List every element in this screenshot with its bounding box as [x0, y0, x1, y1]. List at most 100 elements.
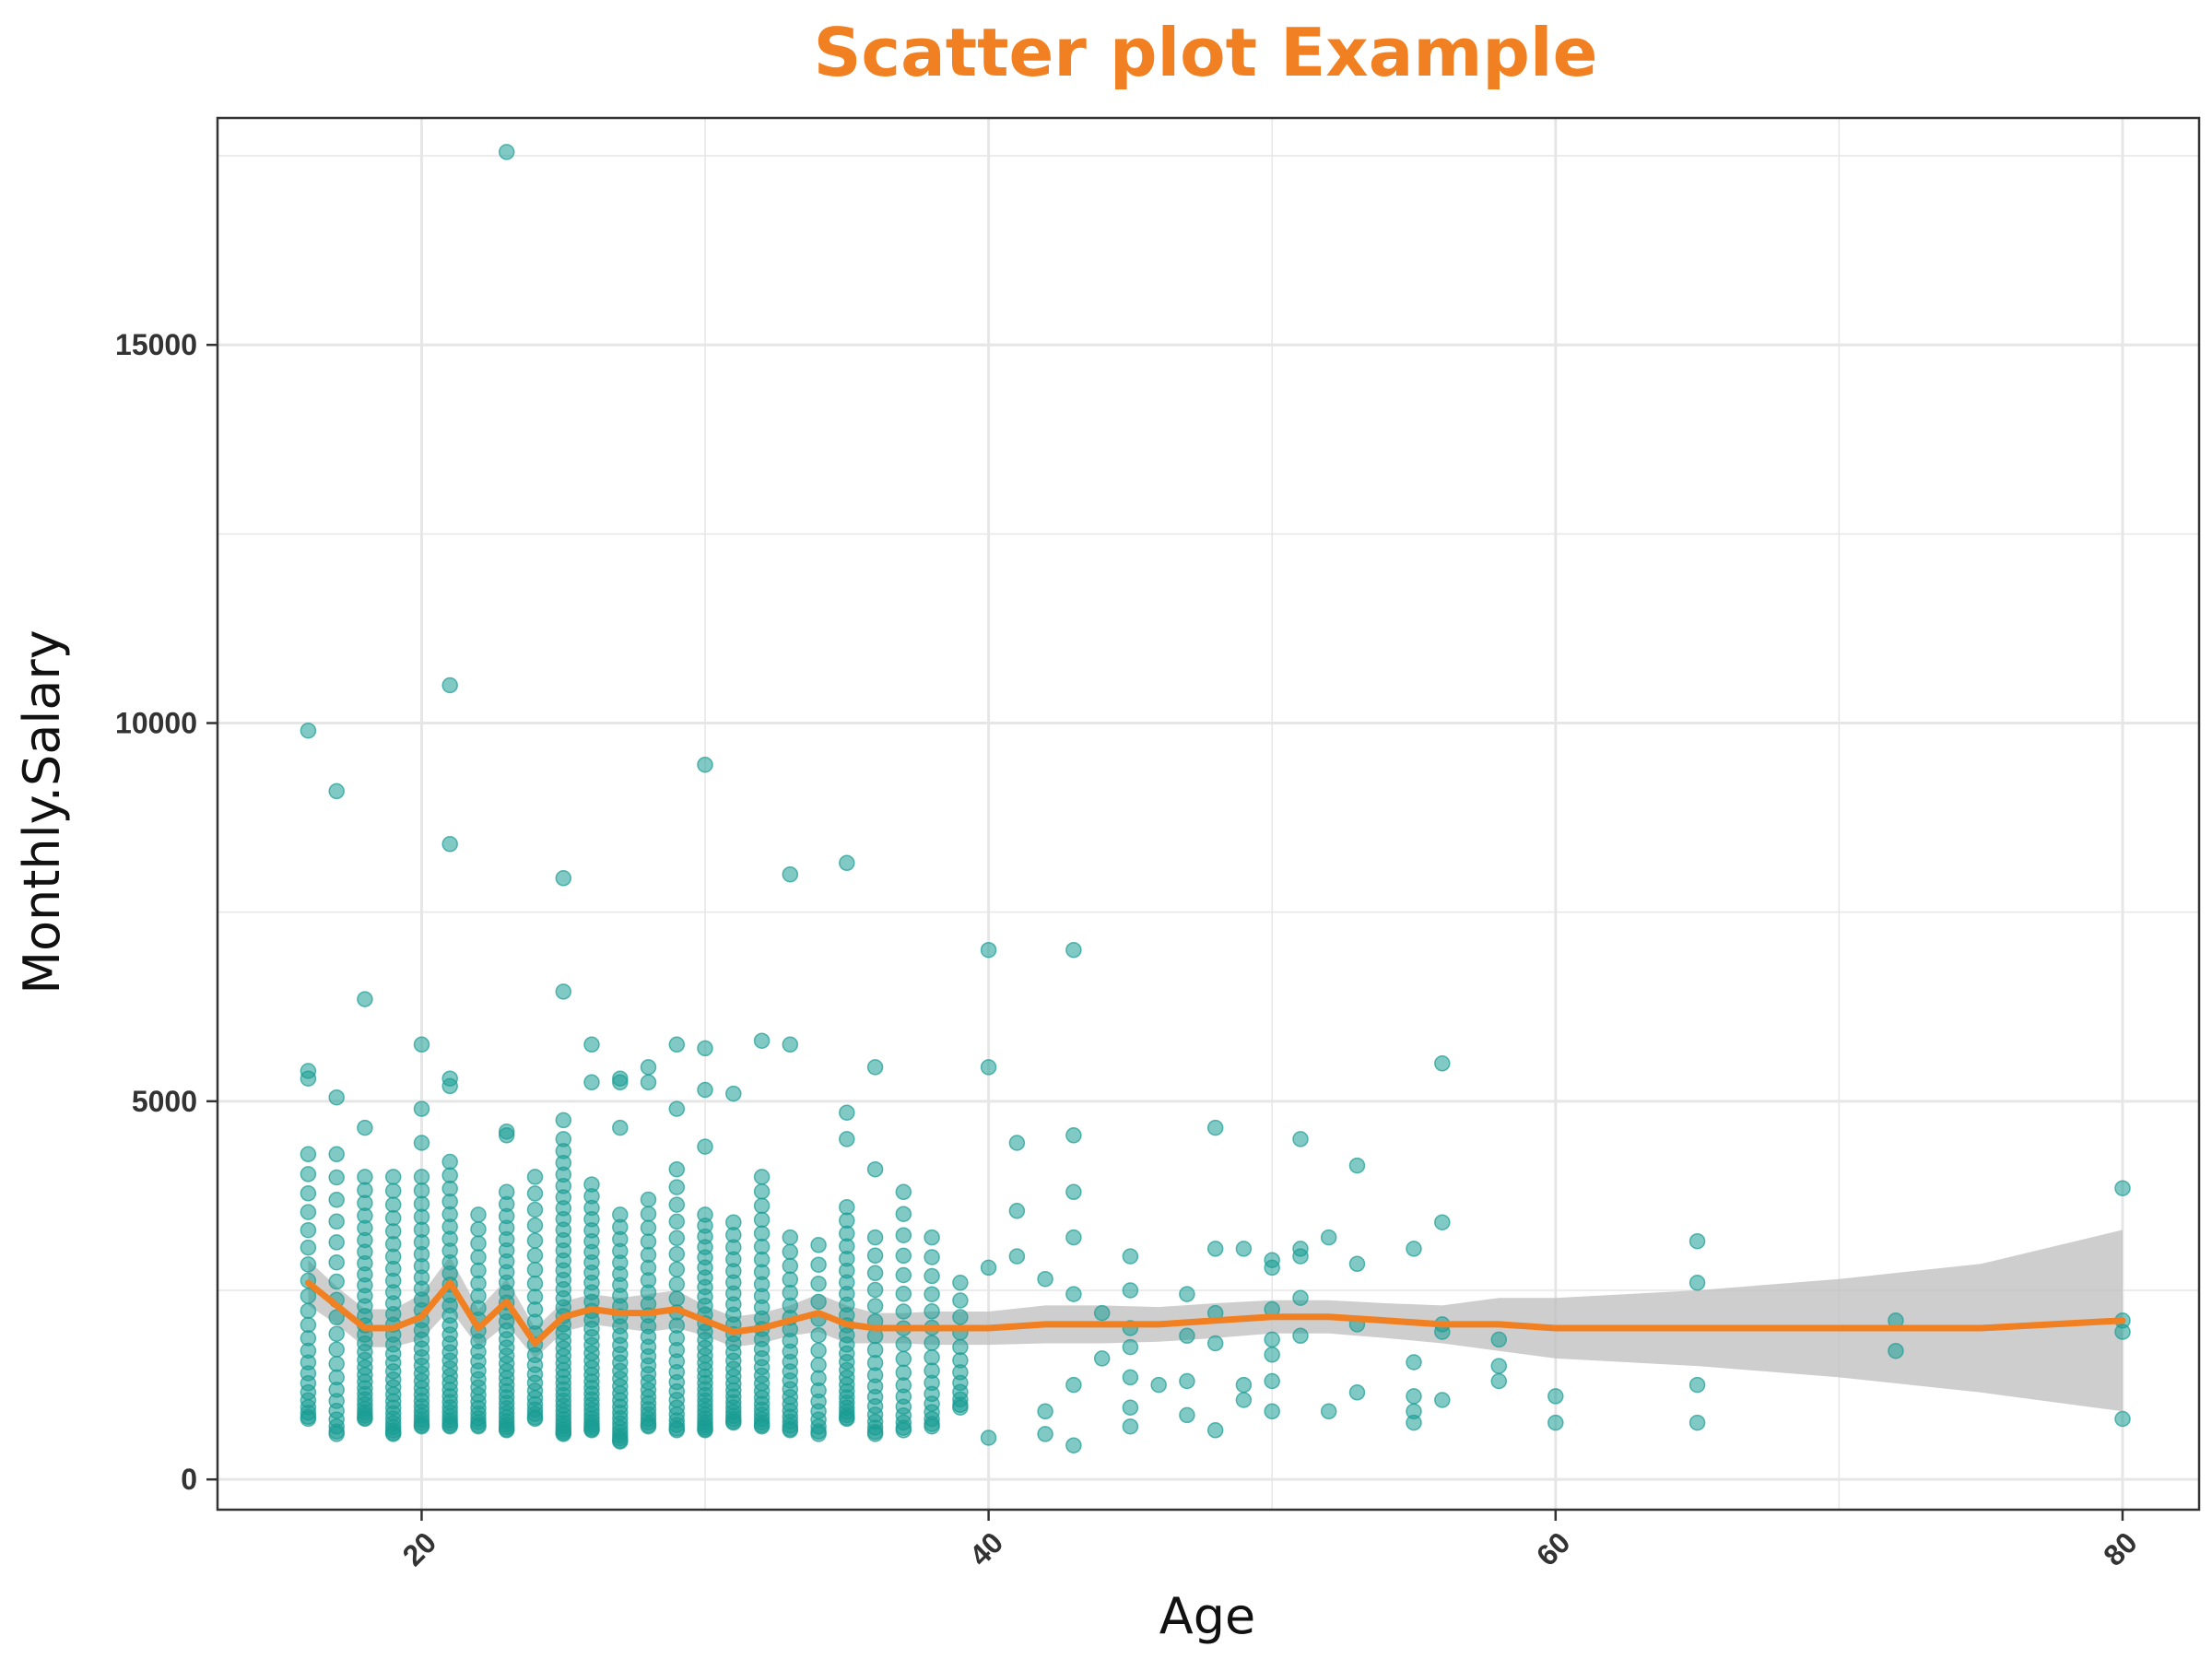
- data-point: [895, 1183, 912, 1201]
- data-point: [640, 1246, 657, 1264]
- data-point: [328, 1253, 345, 1271]
- data-point: [300, 1316, 317, 1334]
- data-point: [924, 1249, 940, 1265]
- data-point: [753, 1211, 771, 1229]
- y-tick-label: 5000: [132, 1085, 197, 1118]
- data-point: [583, 1074, 600, 1091]
- data-point: [725, 1085, 742, 1102]
- data-point: [583, 1036, 600, 1053]
- data-point: [441, 1077, 458, 1095]
- data-point: [810, 1293, 827, 1311]
- data-point: [384, 1209, 402, 1227]
- data-point: [668, 1290, 686, 1307]
- data-point: [555, 1112, 572, 1129]
- data-point: [839, 854, 855, 872]
- data-point: [1008, 1135, 1026, 1151]
- data-point: [895, 1364, 912, 1382]
- data-point: [1490, 1372, 1508, 1390]
- data-point: [980, 1430, 997, 1446]
- data-point: [1434, 1392, 1451, 1408]
- data-point: [1688, 1275, 1706, 1291]
- data-point: [697, 1040, 713, 1057]
- panel-border: [216, 116, 2201, 1512]
- data-point: [1122, 1399, 1139, 1416]
- y-tick-label: 10000: [115, 707, 197, 740]
- data-point: [1320, 1229, 1337, 1246]
- data-point: [357, 1169, 373, 1185]
- data-point: [300, 1166, 317, 1182]
- data-point: [753, 1238, 771, 1255]
- data-point: [300, 1221, 317, 1239]
- x-tick-label: 80: [2097, 1525, 2144, 1572]
- data-point: [895, 1206, 912, 1222]
- data-point: [895, 1286, 912, 1302]
- data-point: [526, 1185, 544, 1202]
- data-point: [924, 1267, 940, 1285]
- data-point: [413, 1182, 430, 1199]
- data-point: [1688, 1414, 1706, 1431]
- data-point: [924, 1348, 940, 1366]
- x-tick-label: 60: [1530, 1525, 1577, 1572]
- scatter-points: [300, 144, 2131, 1453]
- data-point: [1264, 1331, 1280, 1348]
- data-point: [612, 1119, 629, 1136]
- data-point: [1065, 1286, 1082, 1302]
- data-point: [2114, 1180, 2131, 1196]
- data-point: [2114, 1324, 2131, 1340]
- data-point: [1037, 1403, 1053, 1420]
- data-point: [413, 1036, 430, 1053]
- data-point: [1122, 1418, 1139, 1435]
- data-point: [668, 1196, 686, 1213]
- data-point: [413, 1100, 430, 1117]
- data-point: [668, 1179, 686, 1195]
- x-tick-label: 20: [396, 1525, 443, 1572]
- data-point: [1037, 1426, 1053, 1442]
- data-point: [441, 677, 458, 694]
- data-point: [1264, 1347, 1280, 1363]
- data-point: [1206, 1241, 1224, 1257]
- data-point: [839, 1198, 855, 1216]
- data-point: [810, 1237, 827, 1253]
- data-point: [839, 1212, 855, 1230]
- data-point: [1008, 1248, 1026, 1265]
- data-point: [895, 1350, 912, 1368]
- data-point: [1122, 1338, 1139, 1356]
- data-point: [300, 1256, 317, 1273]
- data-point: [1547, 1388, 1564, 1405]
- data-point: [300, 1302, 317, 1319]
- data-point: [300, 1288, 317, 1304]
- data-point: [1292, 1248, 1309, 1265]
- data-point: [668, 1261, 686, 1278]
- x-axis: 20 40 60 80: [396, 1510, 2144, 1572]
- y-axis: 0 5000 10000 15000: [115, 328, 218, 1496]
- data-point: [583, 1176, 600, 1193]
- data-point: [1490, 1331, 1508, 1348]
- data-point: [980, 941, 997, 959]
- data-point: [668, 1213, 686, 1230]
- data-point: [526, 1247, 544, 1264]
- data-point: [328, 1309, 345, 1326]
- data-point: [924, 1229, 940, 1246]
- data-point: [753, 1169, 771, 1185]
- data-point: [668, 1230, 686, 1247]
- data-point: [526, 1217, 544, 1234]
- data-point: [413, 1169, 430, 1185]
- data-point: [895, 1247, 912, 1265]
- data-point: [924, 1303, 940, 1320]
- data-point: [384, 1182, 402, 1199]
- data-point: [1150, 1376, 1167, 1394]
- data-point: [300, 1239, 317, 1256]
- data-point: [300, 1185, 317, 1202]
- data-point: [413, 1135, 430, 1151]
- data-point: [1264, 1403, 1280, 1420]
- data-point: [1065, 941, 1082, 959]
- data-point: [810, 1357, 827, 1373]
- data-point: [668, 1276, 686, 1293]
- data-point: [866, 1229, 884, 1246]
- data-point: [782, 1036, 799, 1053]
- data-point: [782, 1257, 799, 1275]
- data-point: [1434, 1055, 1451, 1072]
- data-point: [1406, 1241, 1422, 1257]
- data-point: [866, 1281, 884, 1299]
